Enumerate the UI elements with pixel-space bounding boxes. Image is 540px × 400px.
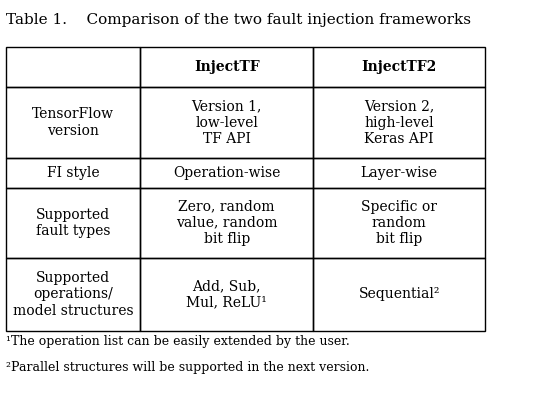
Text: Table 1.    Comparison of the two fault injection frameworks: Table 1. Comparison of the two fault inj…: [6, 13, 471, 27]
Bar: [6, 258, 140, 331]
Text: Sequential²: Sequential²: [359, 288, 440, 302]
Bar: [140, 188, 313, 258]
Bar: [6, 88, 140, 158]
Bar: [6, 47, 140, 88]
Text: InjectTF2: InjectTF2: [362, 60, 437, 74]
Text: FI style: FI style: [47, 166, 100, 180]
Bar: [140, 158, 313, 188]
Text: Layer-wise: Layer-wise: [361, 166, 438, 180]
Bar: [313, 258, 485, 331]
Text: ²Parallel structures will be supported in the next version.: ²Parallel structures will be supported i…: [6, 361, 369, 374]
Text: ¹The operation list can be easily extended by the user.: ¹The operation list can be easily extend…: [6, 335, 350, 348]
Bar: [313, 88, 485, 158]
Text: Specific or
random
bit flip: Specific or random bit flip: [361, 200, 437, 246]
Bar: [6, 158, 140, 188]
Text: Version 2,
high-level
Keras API: Version 2, high-level Keras API: [364, 99, 434, 146]
Text: Supported
fault types: Supported fault types: [36, 208, 111, 238]
Text: Version 1,
low-level
TF API: Version 1, low-level TF API: [192, 99, 262, 146]
Bar: [140, 258, 313, 331]
Text: Zero, random
value, random
bit flip: Zero, random value, random bit flip: [176, 200, 278, 246]
Bar: [313, 188, 485, 258]
Text: TensorFlow
version: TensorFlow version: [32, 108, 114, 138]
Bar: [140, 88, 313, 158]
Bar: [313, 158, 485, 188]
Text: InjectTF: InjectTF: [194, 60, 260, 74]
Bar: [6, 188, 140, 258]
Bar: [140, 47, 313, 88]
Bar: [313, 47, 485, 88]
Text: Add, Sub,
Mul, ReLU¹: Add, Sub, Mul, ReLU¹: [186, 279, 267, 310]
Text: Operation-wise: Operation-wise: [173, 166, 280, 180]
Text: Supported
operations/
model structures: Supported operations/ model structures: [13, 271, 134, 318]
